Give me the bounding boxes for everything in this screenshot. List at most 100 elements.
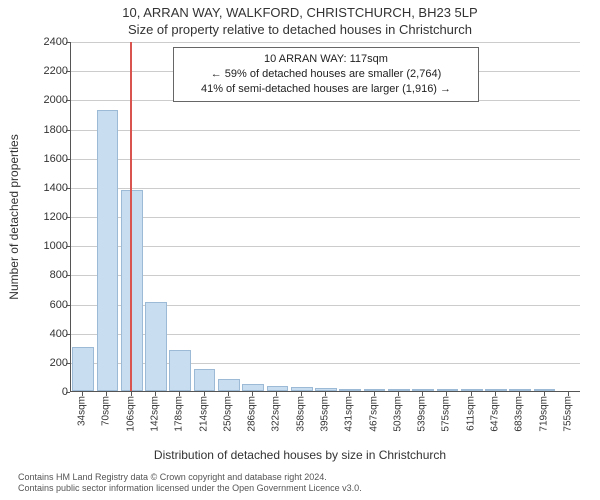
x-tick-label: 755sqm [562,396,573,432]
histogram-bar [485,389,507,391]
y-tick-mark [66,217,70,218]
y-tick-label: 1000 [28,240,68,252]
x-tick-label: 719sqm [538,396,549,432]
y-tick-label: 1600 [28,153,68,165]
histogram-bar [315,388,337,391]
footer-attribution: Contains HM Land Registry data © Crown c… [18,472,362,495]
x-tick-mark [398,392,399,396]
histogram-bar [145,302,167,391]
x-tick-mark [106,392,107,396]
plot-area: 10 ARRAN WAY: 117sqm← 59% of detached ho… [70,42,580,392]
x-tick-mark [228,392,229,396]
gridline [71,42,580,43]
x-tick-label: 611sqm [465,396,476,431]
x-tick-mark [495,392,496,396]
histogram-bar [72,347,94,391]
histogram-bar [242,384,264,391]
x-tick-label: 575sqm [441,396,452,432]
chart-container: 10, ARRAN WAY, WALKFORD, CHRISTCHURCH, B… [0,0,600,500]
chart-title-line2: Size of property relative to detached ho… [0,22,600,37]
x-tick-label: 322sqm [271,396,282,432]
footer-line1: Contains HM Land Registry data © Crown c… [18,472,362,483]
histogram-bar [509,389,531,391]
x-tick-mark [446,392,447,396]
y-tick-mark [66,392,70,393]
y-tick-label: 1800 [28,124,68,136]
x-tick-label: 178sqm [174,396,185,432]
histogram-bar [364,389,386,391]
x-tick-mark [179,392,180,396]
x-tick-label: 142sqm [150,396,161,432]
x-tick-mark [422,392,423,396]
x-tick-mark [374,392,375,396]
x-tick-label: 70sqm [101,396,112,426]
gridline [71,275,580,276]
y-tick-label: 800 [28,269,68,281]
x-tick-mark [82,392,83,396]
x-tick-label: 431sqm [344,396,355,432]
y-tick-mark [66,159,70,160]
y-tick-label: 1400 [28,182,68,194]
histogram-bar [534,389,556,391]
annotation-line1: 10 ARRAN WAY: 117sqm [182,52,470,67]
y-tick-label: 200 [28,357,68,369]
x-tick-mark [544,392,545,396]
gridline [71,188,580,189]
y-tick-label: 2000 [28,94,68,106]
y-tick-mark [66,71,70,72]
x-tick-label: 539sqm [417,396,428,432]
histogram-bar [461,389,483,391]
x-tick-mark [519,392,520,396]
y-tick-label: 400 [28,328,68,340]
reference-line [130,42,132,391]
histogram-bar [121,190,143,391]
x-tick-label: 34sqm [77,396,88,426]
x-tick-label: 467sqm [368,396,379,432]
histogram-bar [437,389,459,391]
x-tick-label: 286sqm [247,396,258,432]
gridline [71,217,580,218]
gridline [71,159,580,160]
x-tick-label: 683sqm [514,396,525,432]
y-tick-mark [66,275,70,276]
histogram-bar [388,389,410,391]
x-tick-label: 250sqm [222,396,233,432]
histogram-bar [339,389,361,391]
y-tick-label: 2400 [28,36,68,48]
x-tick-mark [471,392,472,396]
histogram-bar [291,387,313,391]
histogram-bar [194,369,216,391]
x-tick-label: 358sqm [295,396,306,432]
y-tick-label: 600 [28,299,68,311]
y-tick-label: 0 [28,386,68,398]
y-tick-mark [66,100,70,101]
y-tick-mark [66,130,70,131]
x-tick-label: 106sqm [125,396,136,432]
y-tick-label: 2200 [28,65,68,77]
x-tick-mark [155,392,156,396]
x-tick-mark [568,392,569,396]
x-tick-mark [252,392,253,396]
footer-line2: Contains public sector information licen… [18,483,362,494]
y-tick-mark [66,42,70,43]
y-tick-mark [66,246,70,247]
x-tick-label: 647sqm [490,396,501,432]
annotation-box: 10 ARRAN WAY: 117sqm← 59% of detached ho… [173,47,479,102]
x-tick-mark [131,392,132,396]
x-tick-label: 214sqm [198,396,209,432]
x-tick-label: 503sqm [392,396,403,432]
histogram-bar [97,110,119,391]
histogram-bar [267,386,289,391]
y-tick-mark [66,305,70,306]
x-tick-mark [301,392,302,396]
annotation-line3: 41% of semi-detached houses are larger (… [182,82,470,97]
y-tick-mark [66,334,70,335]
histogram-bar [218,379,240,391]
histogram-bar [412,389,434,391]
x-tick-mark [325,392,326,396]
x-axis-label: Distribution of detached houses by size … [0,448,600,462]
x-tick-mark [204,392,205,396]
histogram-bar [169,350,191,391]
x-tick-label: 395sqm [320,396,331,432]
gridline [71,246,580,247]
